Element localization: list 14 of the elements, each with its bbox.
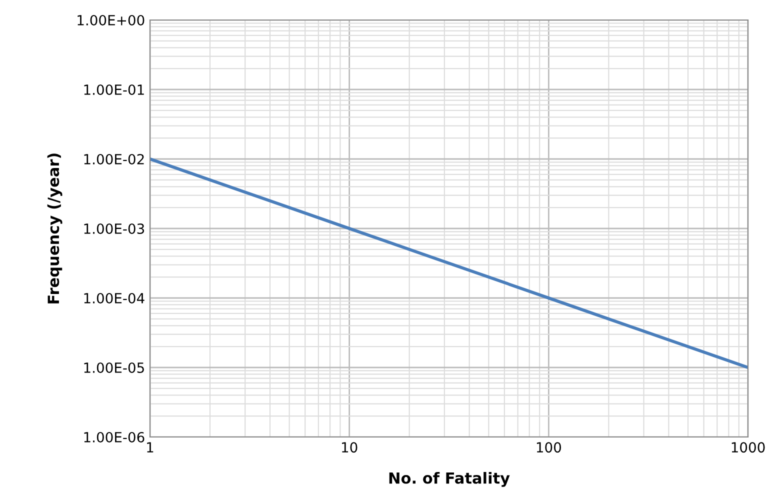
y-tick-label: 1.00E-01: [84, 84, 144, 95]
x-tick-label: 1000: [732, 442, 765, 453]
y-tick-label: 1.00E-04: [84, 292, 144, 304]
x-axis-title: No. of Fatality: [389, 472, 510, 487]
y-tick-label: 1.00E-05: [84, 362, 144, 373]
y-tick-label: 1.00E-06: [84, 432, 144, 442]
y-tick-label: 1.00E-02: [84, 154, 144, 164]
line-series: [150, 157, 748, 370]
y-axis-title: Frequency (/year): [47, 154, 62, 304]
x-tick-label: 10: [342, 442, 358, 453]
x-tick-label: 1: [147, 442, 154, 452]
y-tick-label: 1.00E+00: [78, 14, 144, 26]
x-tick-label: 100: [536, 442, 561, 453]
y-tick-label: 1.00E-03: [84, 223, 144, 234]
